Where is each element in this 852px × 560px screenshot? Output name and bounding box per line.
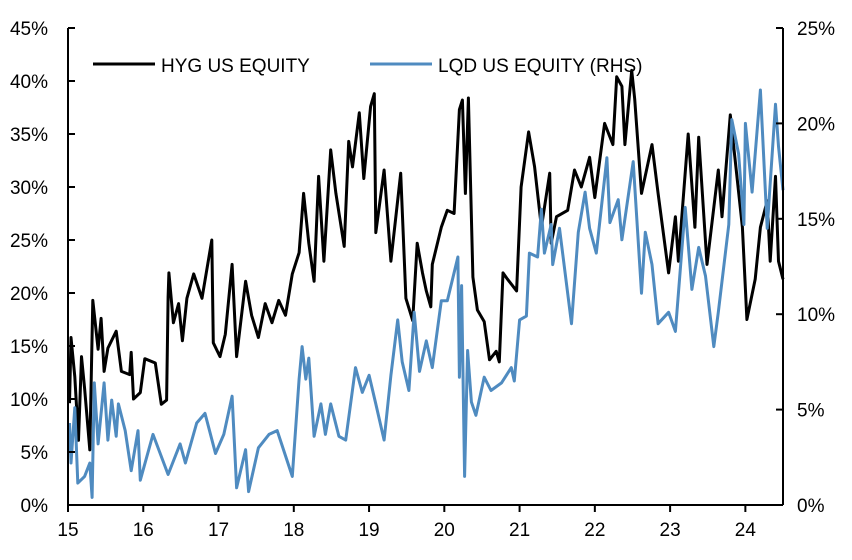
y2-tick-label: 5%: [797, 401, 825, 422]
x-tick-label: 17: [208, 520, 229, 541]
y-tick-label: 45%: [10, 19, 48, 40]
x-tick-label: 21: [509, 520, 530, 541]
y-tick-label: 10%: [10, 390, 48, 411]
y2-tick-label: 10%: [797, 305, 835, 326]
y2-tick-label: 25%: [797, 19, 835, 40]
x-tick-label: 18: [283, 520, 304, 541]
y2-tick-label: 0%: [797, 496, 825, 517]
series-layer: [68, 68, 785, 499]
series-line-hyg: [68, 68, 785, 452]
ticks-layer: 0% 5% 10% 15% 20% 25% 30% 35% 40% 45% 0% 5% 10% 15% 20…: [10, 19, 835, 541]
axes-layer: [67, 28, 784, 506]
legend-label-hyg: HYG US EQUITY: [161, 56, 310, 77]
x-tick-label: 23: [660, 520, 681, 541]
y-tick-label: 25%: [10, 231, 48, 252]
y-tick-label: 30%: [10, 178, 48, 199]
legend-label-lqd: LQD US EQUITY (RHS): [438, 56, 642, 77]
y2-tick-label: 15%: [797, 210, 835, 231]
y-tick-label: 15%: [10, 337, 48, 358]
y-tick-label: 40%: [10, 72, 48, 93]
y-tick-label: 35%: [10, 125, 48, 146]
x-tick-label: 16: [133, 520, 154, 541]
y-tick-label: 5%: [21, 443, 49, 464]
series-line-lqd: [68, 88, 785, 499]
y-tick-label: 20%: [10, 284, 48, 305]
x-tick-label: 19: [358, 520, 379, 541]
x-tick-label: 24: [735, 520, 757, 541]
x-tick-label: 22: [584, 520, 605, 541]
y-tick-label: 0%: [21, 496, 49, 517]
y2-tick-label: 20%: [797, 114, 835, 135]
legend: HYG US EQUITY LQD US EQUITY (RHS): [93, 56, 642, 77]
x-tick-label: 20: [434, 520, 455, 541]
x-tick-label: 15: [57, 520, 78, 541]
